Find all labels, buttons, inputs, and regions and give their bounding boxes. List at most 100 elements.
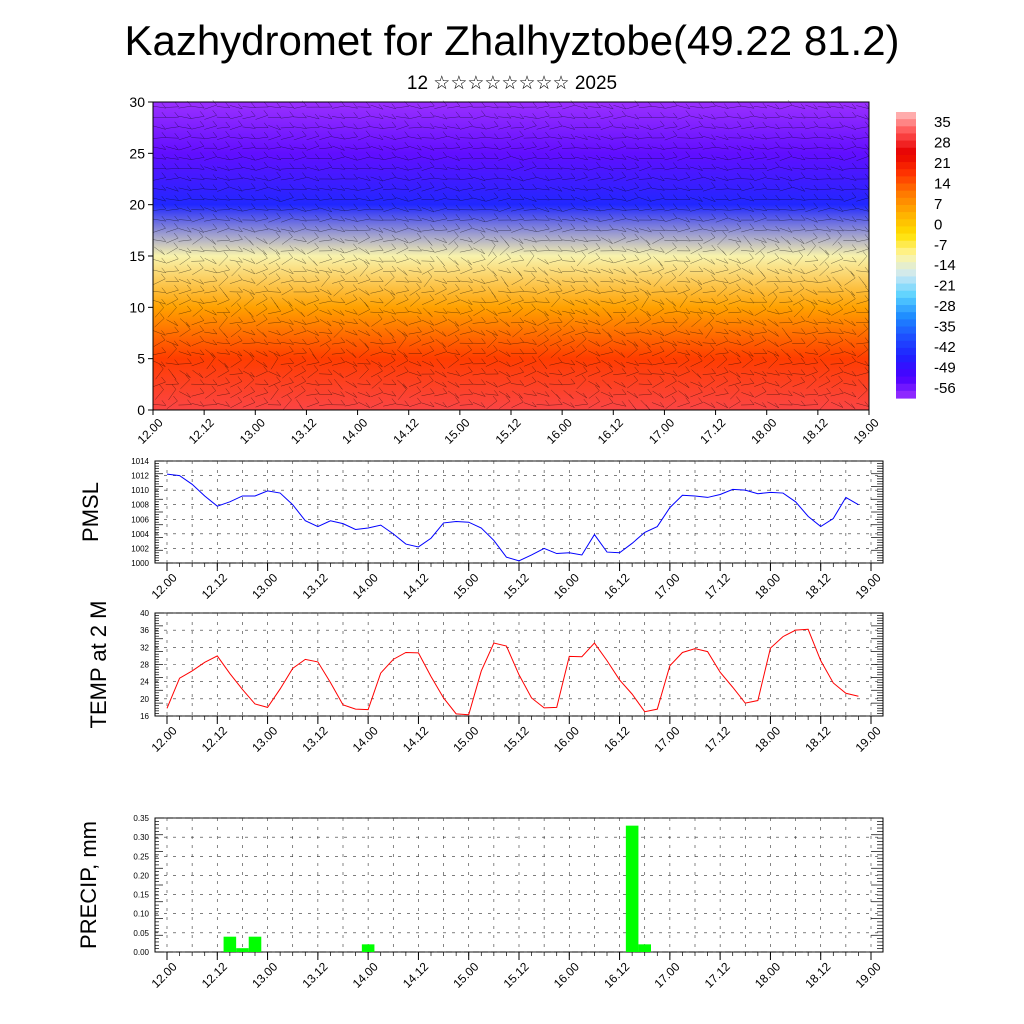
colorbar-swatch <box>896 369 916 378</box>
colorbar-swatch <box>896 333 916 342</box>
colorbar-swatch <box>896 126 916 135</box>
colorbar-swatch <box>896 162 916 170</box>
colorbar-label: -28 <box>934 298 956 315</box>
x-tick-label: 17.12 <box>702 959 733 990</box>
colorbar-swatch <box>896 390 916 399</box>
left-minor-ticks <box>155 612 163 717</box>
temperature-chart: 16 20 24 28 32 36 40 12.00 12.12 13.00 13.12 14.00 1… <box>86 601 884 755</box>
x-tick-label: 14.00 <box>339 415 370 446</box>
y-tick-label: 28 <box>140 661 149 670</box>
x-tick-label: 12.00 <box>135 415 166 446</box>
colorbar-swatch <box>896 283 916 292</box>
x-tick-label: 13.12 <box>299 570 330 601</box>
precip-bar <box>361 944 375 952</box>
x-tick-label: 19.00 <box>853 723 884 754</box>
colorbar-swatch <box>896 326 916 335</box>
x-tick-label: 17.00 <box>651 723 682 754</box>
x-tick-label: 18.00 <box>752 723 783 754</box>
colorbar-swatch <box>896 226 916 235</box>
y-tick-label: 1012 <box>131 472 149 481</box>
x-tick-label: 13.00 <box>249 570 280 601</box>
pmsl-series-line <box>166 473 859 562</box>
x-tick-label: 12.00 <box>149 570 180 601</box>
y-tick-label: 40 <box>140 609 149 618</box>
x-tick-label: 18.00 <box>748 415 779 446</box>
y-tick-label: 16 <box>140 712 149 721</box>
colorbar-swatch <box>896 212 916 220</box>
x-tick-label: 14.12 <box>400 959 431 990</box>
x-tick-label: 17.12 <box>697 415 728 446</box>
colorbar-label: 35 <box>934 114 951 131</box>
x-tick-label: 14.12 <box>390 415 421 446</box>
colorbar-swatch <box>896 204 916 213</box>
cross-section-chart: 0 5 10 15 20 25 30 12.00 12.12 13.00 13.12 14.00 14.… <box>129 94 882 447</box>
precip-bar <box>248 936 262 952</box>
colorbar-swatch <box>896 383 916 392</box>
y-tick-label: 0.10 <box>133 910 149 919</box>
colorbar-label: -14 <box>934 257 956 274</box>
x-tick-label: 13.12 <box>299 959 330 990</box>
precip-bar <box>223 936 237 952</box>
y-axis-label: PRECIP, mm <box>76 821 101 949</box>
colorbar-swatch <box>896 376 916 385</box>
colorbar-swatch <box>896 233 916 242</box>
x-tick-label: 12.12 <box>199 723 230 754</box>
colorbar-swatch <box>896 262 916 270</box>
x-tick-label: 16.12 <box>601 959 632 990</box>
x-tick-label: 15.00 <box>450 723 481 754</box>
x-tick-label: 15.00 <box>450 570 481 601</box>
colorbar-swatch <box>896 269 916 278</box>
x-tick-label: 19.00 <box>851 415 882 446</box>
colorbar-swatch <box>896 276 916 285</box>
y-tick-label: 0.20 <box>133 871 149 880</box>
x-tick-label: 12.12 <box>186 415 217 446</box>
x-tick-label: 15.00 <box>450 959 481 990</box>
x-tick-label: 17.00 <box>651 959 682 990</box>
plot-frame <box>154 817 884 953</box>
x-tick-label: 19.00 <box>853 959 884 990</box>
colorbar-label: 28 <box>934 134 951 151</box>
wind-barbs <box>152 99 870 411</box>
x-tick-label: 12.00 <box>149 723 180 754</box>
colorbar-label: -35 <box>934 319 956 336</box>
colorbar-label: -49 <box>934 360 956 377</box>
plot-frame <box>154 460 884 564</box>
colorbar-swatch <box>896 197 916 206</box>
colorbar-swatch <box>896 119 916 127</box>
x-tick-label: 16.00 <box>551 570 582 601</box>
y-tick-label: 20 <box>140 695 149 704</box>
y-tick-label: 0.30 <box>133 833 149 842</box>
x-tick-label: 15.12 <box>501 959 532 990</box>
y-tick-label: 5 <box>137 351 145 367</box>
y-tick-label: 1004 <box>131 530 149 539</box>
temperature-series-line <box>166 628 859 716</box>
x-tick-label: 15.12 <box>501 570 532 601</box>
colorbar-swatch <box>896 340 916 349</box>
y-tick-label: 0.05 <box>133 929 149 938</box>
x-tick-label: 13.00 <box>249 959 280 990</box>
y-tick-label: 0.15 <box>133 891 149 900</box>
colorbar-label: -56 <box>934 380 956 397</box>
pmsl-chart: 1000 1002 1004 1006 1008 1010 1012 1014 12.00 12.… <box>78 457 884 602</box>
x-tick-label: 14.00 <box>350 959 381 990</box>
x-tick-label: 18.00 <box>752 570 783 601</box>
x-tick-label: 16.12 <box>601 570 632 601</box>
left-minor-ticks <box>155 460 163 564</box>
x-tick-label: 13.12 <box>299 723 330 754</box>
colorbar-swatch <box>896 240 916 249</box>
colorbar-swatch <box>896 169 916 177</box>
heatmap-field <box>153 102 869 410</box>
colorbar: 35 28 21 14 7 0 -7 -14 -21 -28 -35 -42 -49 -56 <box>896 112 956 399</box>
x-tick-label: 19.00 <box>853 570 884 601</box>
x-tick-label: 12.12 <box>199 959 230 990</box>
colorbar-label: 21 <box>934 155 951 172</box>
precip-bar <box>236 948 249 952</box>
y-tick-label: 1000 <box>131 559 149 568</box>
y-axis-label: TEMP at 2 M <box>86 601 111 729</box>
y-tick-label: 1002 <box>131 544 149 553</box>
colorbar-label: -42 <box>934 339 956 356</box>
bottom-minor-ticks <box>166 563 872 567</box>
colorbar-label: 14 <box>934 175 951 192</box>
colorbar-swatch <box>896 190 916 199</box>
